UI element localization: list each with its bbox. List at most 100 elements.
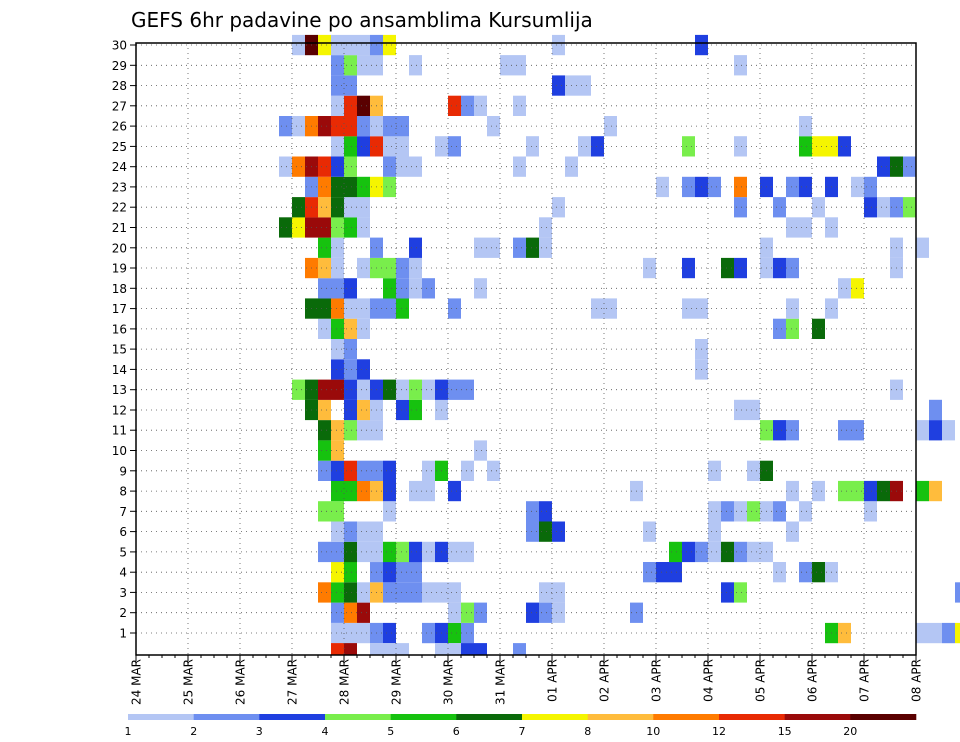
x-tick-label: 30 MAR: [442, 659, 456, 705]
precip-cell-strip-t29: [513, 643, 526, 655]
precip-cell-m4-t49: [773, 562, 786, 583]
precip-cell-m3-t46: [734, 582, 747, 603]
precip-cell-m5-t17: [357, 541, 370, 563]
precip-cell-m19-t50: [786, 257, 799, 279]
precip-cell-m8-t17: [357, 480, 370, 502]
y-tick-label: 5: [119, 545, 127, 559]
precip-cell-m17-t16: [344, 298, 357, 319]
precip-cell-m21-t50: [786, 217, 799, 238]
precip-cell-m28-t34: [578, 75, 591, 96]
x-tick-label: 27 MAR: [286, 659, 300, 705]
precip-cell-m12-t21: [409, 399, 422, 421]
precip-cell-m29-t29: [513, 55, 526, 76]
precip-cell-m7-t19: [383, 501, 396, 522]
precip-cell-m5-t45: [721, 541, 734, 563]
precip-cell-m11-t55: [851, 420, 864, 441]
x-axis-date-ticks: 24 MAR 25 MAR 26 MAR 27 MAR 28 MAR 29 MAR 30 M…: [130, 655, 924, 705]
precip-cell-m9-t22: [422, 460, 435, 481]
precip-cell-m6-t44: [708, 521, 721, 542]
precip-cell-m24-t59: [903, 156, 916, 177]
precip-cell-m16-t52: [812, 318, 825, 339]
precip-cell-m23-t42: [682, 176, 695, 198]
colorbar: 1 2 3 4 5 6 7 8 10 12 15 20: [125, 714, 917, 738]
precip-cell-m10-t14: [318, 440, 331, 461]
precip-cell-m18-t21: [409, 278, 422, 299]
precip-cell-m7-t30: [526, 501, 539, 522]
y-tick-label: 22: [112, 201, 127, 215]
precip-cell-m25-t54: [838, 136, 851, 157]
precip-cell-m13-t14: [318, 379, 331, 400]
precip-cell-m10-t15: [331, 440, 344, 461]
precip-cell-m2-t15: [331, 602, 344, 623]
precip-cell-m13-t16: [344, 379, 357, 400]
precip-cell-m17-t20: [396, 298, 409, 319]
y-tick-label: 17: [112, 302, 127, 316]
precip-cell-m20-t21: [409, 237, 422, 258]
precip-cell-m28-t32: [552, 75, 565, 96]
precip-cell-m21-t11: [279, 217, 292, 238]
y-tick-label: 30: [112, 39, 127, 53]
precip-cell-m3-t31: [539, 582, 552, 603]
precip-cell-m30-t15: [331, 34, 344, 56]
precip-cell-m2-t30: [526, 602, 539, 623]
precip-cell-m24-t12: [292, 156, 305, 177]
precip-cell-m21-t17: [357, 217, 370, 238]
y-tick-label: 14: [112, 363, 127, 377]
precip-cell-m20-t15: [331, 237, 344, 258]
y-axis-member-ticks: 1234567891011121314151617181920212223242…: [112, 39, 136, 641]
precip-cell-m4-t15: [331, 562, 344, 583]
precip-cell-m5-t15: [331, 541, 344, 563]
precip-cell-m18-t16: [344, 278, 357, 299]
y-tick-label: 2: [119, 606, 127, 620]
precip-cell-m11-t61: [929, 420, 942, 441]
precip-cell-m18-t15: [331, 278, 344, 299]
precip-cell-m20-t29: [513, 237, 526, 258]
colorbar-swatch-11: [784, 714, 851, 720]
precip-cell-m5-t44: [708, 541, 721, 563]
precip-cell-m3-t15: [331, 582, 344, 603]
precip-cell-m30-t12: [292, 34, 305, 56]
precip-cell-m8-t54: [838, 480, 851, 502]
precip-cell-m1-t15: [331, 622, 344, 644]
colorbar-tick-label: 12: [712, 725, 726, 738]
precip-cell-m5-t16: [344, 541, 357, 563]
precip-cell-m5-t24: [448, 541, 461, 563]
precip-cell-m11-t54: [838, 420, 851, 441]
precip-cell-m22-t32: [552, 197, 565, 218]
precip-cell-m24-t14: [318, 156, 331, 177]
precip-cell-m29-t46: [734, 55, 747, 76]
precip-cell-m11-t60: [916, 420, 929, 441]
precip-cell-m19-t20: [396, 257, 409, 279]
heatmap-cells: [279, 34, 960, 655]
precip-cell-m13-t25: [461, 379, 474, 400]
x-tick-label: 28 MAR: [338, 659, 352, 705]
precip-cell-m5-t47: [747, 541, 760, 563]
precip-cell-m28-t16: [344, 75, 357, 96]
chart-title: GEFS 6hr padavine po ansamblima Kursumli…: [131, 8, 593, 32]
precip-cell-m24-t21: [409, 156, 422, 177]
precip-cell-m22-t17: [357, 197, 370, 218]
precip-cell-m23-t56: [864, 176, 877, 198]
precip-cell-m21-t31: [539, 217, 552, 238]
precip-cell-m1-t61: [929, 622, 942, 644]
precip-cell-m26-t15: [331, 116, 344, 137]
y-tick-label: 27: [112, 99, 127, 113]
colorbar-swatch-3: [259, 714, 326, 720]
y-tick-label: 25: [112, 140, 127, 154]
precip-cell-m14-t15: [331, 359, 344, 380]
precip-cell-m23-t16: [344, 176, 357, 198]
precip-cell-m6-t50: [786, 521, 799, 542]
precip-cell-m3-t63: [955, 582, 960, 603]
x-tick-label: 07 APR: [858, 659, 872, 702]
precip-cell-m26-t19: [383, 116, 396, 137]
precip-cell-strip-t16: [344, 643, 357, 655]
precip-cell-m2-t31: [539, 602, 552, 623]
precip-cell-m25-t30: [526, 136, 539, 157]
precip-cell-m8-t19: [383, 480, 396, 502]
precip-cell-m23-t46: [734, 176, 747, 198]
precip-cell-m1-t24: [448, 622, 461, 644]
colorbar-tick-label: 10: [646, 725, 660, 738]
precip-cell-m15-t16: [344, 339, 357, 360]
precip-cell-m8-t57: [877, 480, 890, 502]
